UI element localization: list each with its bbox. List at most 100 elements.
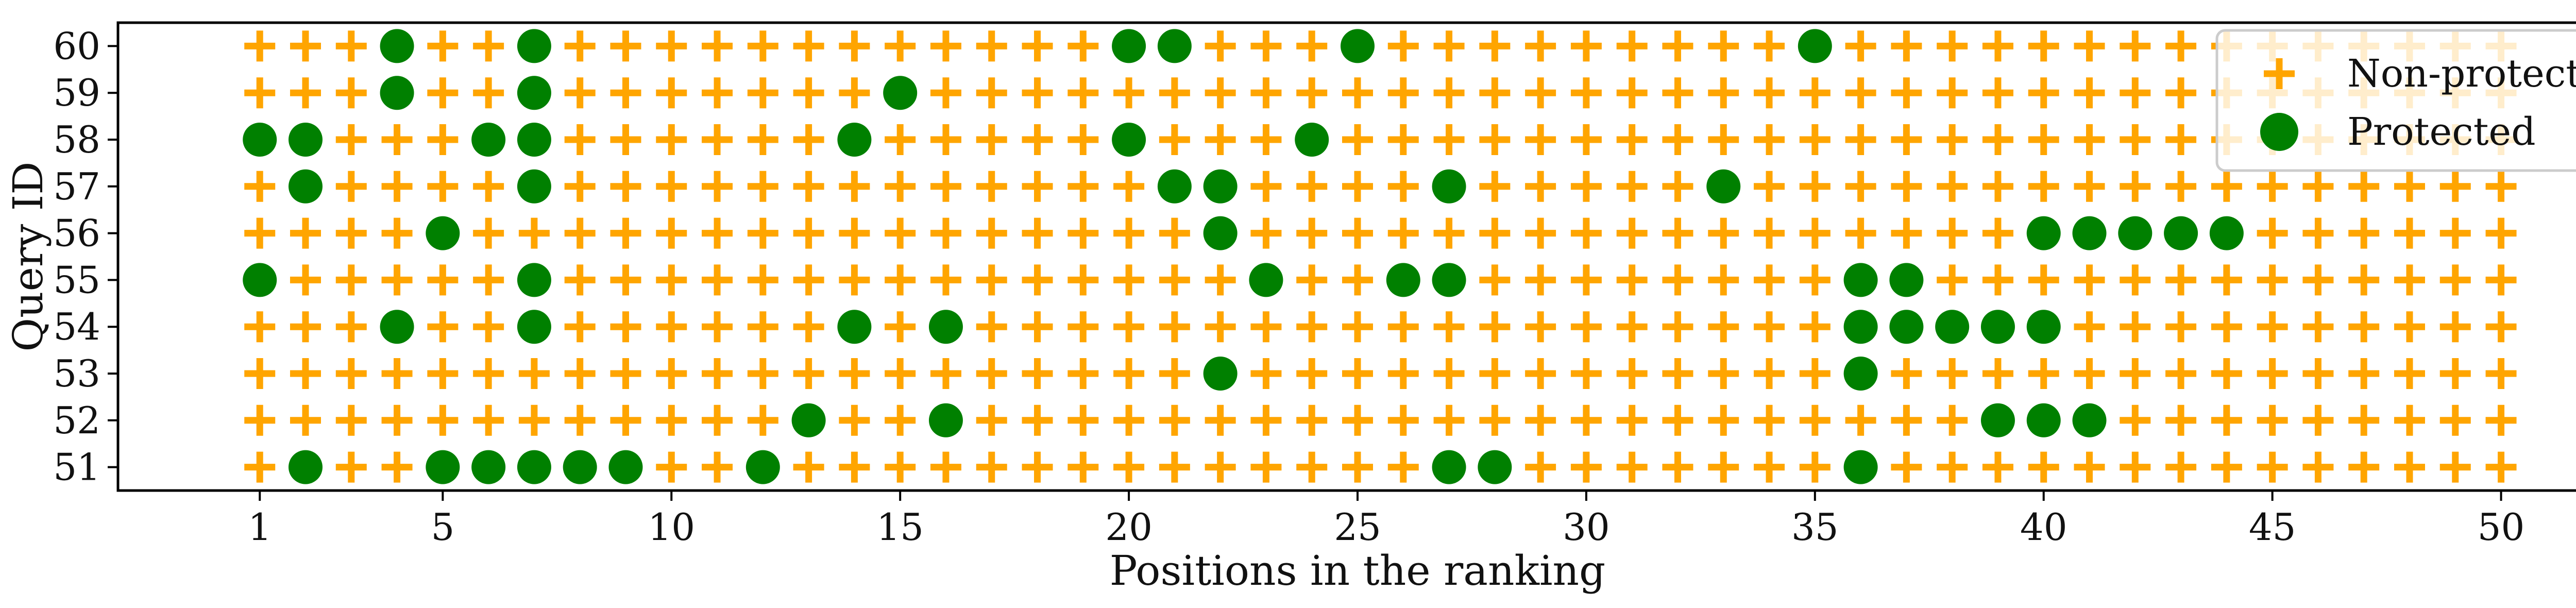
point-non-protected-q52-p27	[1433, 404, 1465, 436]
y-tick-label: 53	[53, 352, 100, 395]
point-non-protected-q58-p38	[1937, 124, 1968, 155]
point-non-protected-q59-p23	[1250, 77, 1282, 109]
point-non-protected-q55-p16	[930, 264, 961, 296]
point-non-protected-q57-p14	[839, 171, 870, 202]
point-non-protected-q55-p20	[1113, 264, 1145, 296]
point-non-protected-q60-p14	[839, 30, 870, 62]
point-non-protected-q57-p1	[244, 171, 276, 202]
point-non-protected-q57-p34	[1754, 171, 1785, 202]
point-non-protected-q52-p9	[610, 404, 641, 436]
point-non-protected-q53-p42	[2120, 358, 2151, 389]
point-non-protected-q56-p10	[656, 217, 687, 249]
point-non-protected-q57-p32	[1662, 171, 1693, 202]
point-protected-q51-p36	[1843, 450, 1878, 484]
point-non-protected-q55-p44	[2211, 264, 2242, 296]
point-non-protected-q52-p46	[2302, 404, 2334, 436]
point-non-protected-q58-p5	[427, 124, 459, 155]
point-non-protected-q60-p23	[1250, 30, 1282, 62]
point-non-protected-q60-p38	[1937, 30, 1968, 62]
legend-non-protected-marker	[2264, 58, 2295, 89]
point-protected-q53-p36	[1843, 357, 1878, 391]
point-non-protected-q59-p29	[1525, 77, 1556, 109]
point-non-protected-q52-p43	[2165, 404, 2197, 436]
x-tick-label: 35	[1791, 505, 1839, 549]
legend-plus-glyph	[2264, 58, 2295, 89]
point-non-protected-q51-p37	[1891, 451, 1922, 483]
point-non-protected-q52-p50	[2485, 404, 2517, 436]
point-non-protected-q54-p25	[1342, 311, 1373, 343]
point-non-protected-q55-p33	[1708, 264, 1739, 296]
point-non-protected-q53-p35	[1799, 358, 1831, 389]
point-non-protected-q58-p29	[1525, 124, 1556, 155]
point-non-protected-q52-p25	[1342, 404, 1373, 436]
point-protected-q55-p26	[1386, 263, 1420, 297]
point-non-protected-q51-p34	[1754, 451, 1785, 483]
point-protected-q52-p40	[2026, 403, 2061, 437]
point-non-protected-q53-p14	[839, 358, 870, 389]
point-non-protected-q57-p47	[2348, 171, 2380, 202]
point-non-protected-q55-p15	[885, 264, 916, 296]
point-non-protected-q58-p31	[1616, 124, 1648, 155]
point-non-protected-q55-p32	[1662, 264, 1693, 296]
point-non-protected-q55-p19	[1067, 264, 1099, 296]
x-tick-label: 50	[2478, 505, 2525, 549]
point-non-protected-q60-p32	[1662, 30, 1693, 62]
point-non-protected-q59-p36	[1845, 77, 1876, 109]
point-non-protected-q54-p21	[1159, 311, 1190, 343]
point-non-protected-q59-p3	[335, 77, 367, 109]
point-protected-q54-p16	[928, 310, 963, 344]
point-non-protected-q53-p3	[335, 358, 367, 389]
point-protected-q59-p4	[380, 76, 414, 110]
point-non-protected-q60-p9	[610, 30, 641, 62]
point-non-protected-q57-p44	[2211, 171, 2242, 202]
point-non-protected-q56-p12	[747, 217, 778, 249]
point-non-protected-q59-p25	[1342, 77, 1373, 109]
point-non-protected-q57-p24	[1296, 171, 1328, 202]
legend-protected-marker	[2260, 113, 2298, 151]
point-protected-q57-p27	[1432, 169, 1466, 204]
point-non-protected-q57-p38	[1937, 171, 1968, 202]
point-non-protected-q60-p19	[1067, 30, 1099, 62]
point-non-protected-q56-p7	[518, 217, 550, 249]
point-non-protected-q55-p28	[1479, 264, 1511, 296]
point-non-protected-q58-p30	[1570, 124, 1602, 155]
point-non-protected-q58-p43	[2165, 124, 2197, 155]
point-non-protected-q56-p21	[1159, 217, 1190, 249]
point-non-protected-q52-p44	[2211, 404, 2242, 436]
point-non-protected-q56-p20	[1113, 217, 1145, 249]
point-non-protected-q60-p15	[885, 30, 916, 62]
point-non-protected-q56-p48	[2394, 217, 2425, 249]
point-non-protected-q57-p15	[885, 171, 916, 202]
point-non-protected-q52-p14	[839, 404, 870, 436]
point-non-protected-q59-p22	[1205, 77, 1236, 109]
point-non-protected-q55-p8	[564, 264, 596, 296]
point-non-protected-q59-p34	[1754, 77, 1785, 109]
point-non-protected-q52-p1	[244, 404, 276, 436]
point-non-protected-q53-p41	[2074, 358, 2105, 389]
point-non-protected-q58-p15	[885, 124, 916, 155]
point-non-protected-q55-p41	[2074, 264, 2105, 296]
point-non-protected-q60-p11	[702, 30, 733, 62]
point-non-protected-q51-p39	[1982, 451, 2013, 483]
point-non-protected-q52-p29	[1525, 404, 1556, 436]
x-tick-label: 45	[2249, 505, 2296, 549]
point-non-protected-q54-p27	[1433, 311, 1465, 343]
point-non-protected-q56-p17	[976, 217, 1007, 249]
y-tick-label: 52	[53, 399, 100, 442]
point-protected-q51-p7	[517, 450, 551, 484]
point-non-protected-q56-p1	[244, 217, 276, 249]
point-non-protected-q57-p46	[2302, 171, 2334, 202]
point-non-protected-q59-p42	[2120, 77, 2151, 109]
legend-non-protected-label: Non-protected	[2347, 52, 2576, 96]
point-non-protected-q58-p9	[610, 124, 641, 155]
point-non-protected-q53-p46	[2302, 358, 2334, 389]
point-non-protected-q59-p38	[1937, 77, 1968, 109]
point-non-protected-q58-p34	[1754, 124, 1785, 155]
point-non-protected-q55-p25	[1342, 264, 1373, 296]
point-non-protected-q58-p40	[2028, 124, 2059, 155]
point-protected-q55-p37	[1889, 263, 1924, 297]
legend-protected-label: Protected	[2347, 110, 2536, 154]
y-tick-label: 55	[53, 258, 100, 301]
point-non-protected-q60-p2	[290, 30, 321, 62]
point-non-protected-q52-p3	[335, 404, 367, 436]
